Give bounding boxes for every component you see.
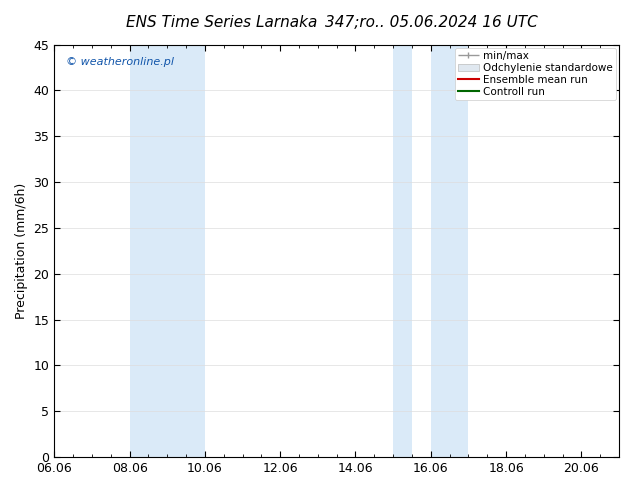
Legend: min/max, Odchylenie standardowe, Ensemble mean run, Controll run: min/max, Odchylenie standardowe, Ensembl… [455,48,616,100]
Text: ENS Time Series Larnaka: ENS Time Series Larnaka [126,15,318,30]
Y-axis label: Precipitation (mm/6h): Precipitation (mm/6h) [15,183,28,319]
Bar [129,45,205,457]
Text: 347;ro.. 05.06.2024 16 UTC: 347;ro.. 05.06.2024 16 UTC [325,15,538,30]
Bar [393,45,412,457]
Text: © weatheronline.pl: © weatheronline.pl [65,57,174,67]
Bar [430,45,469,457]
